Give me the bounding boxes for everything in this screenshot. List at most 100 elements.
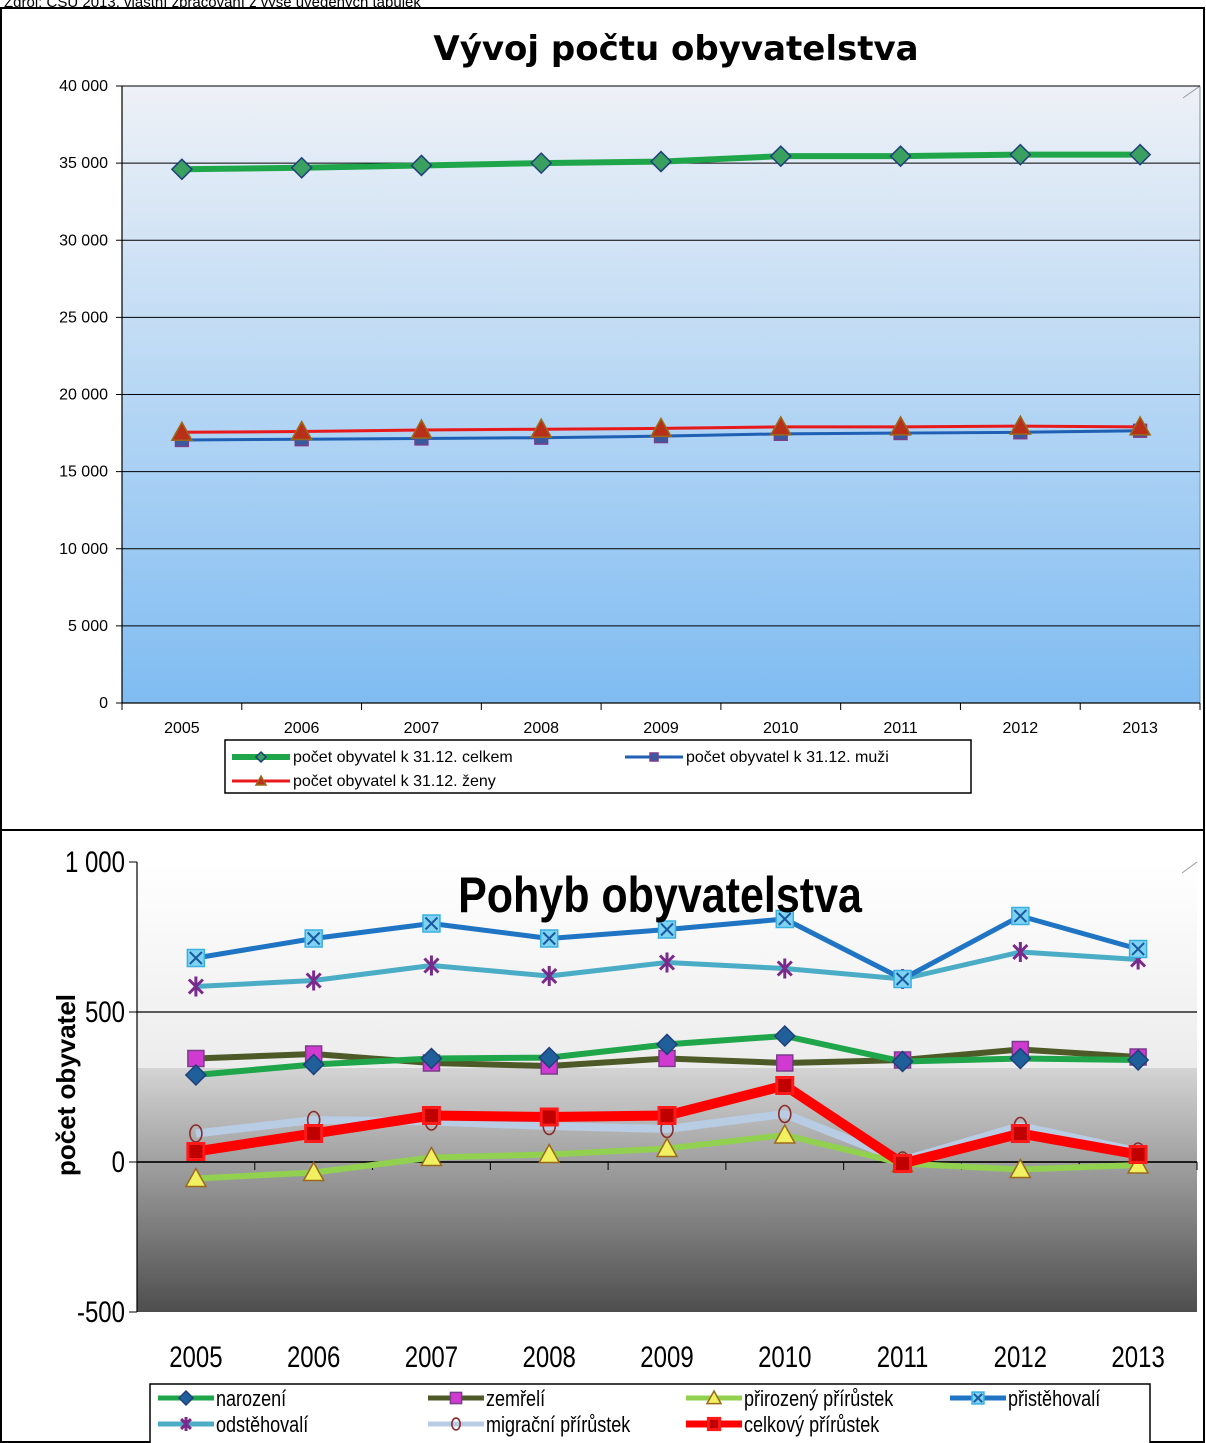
data-point <box>423 955 440 976</box>
data-point <box>775 1076 795 1095</box>
x-tick-label: 2006 <box>287 1339 340 1373</box>
data-point <box>1128 1145 1148 1164</box>
data-point <box>893 969 912 989</box>
y-tick-label: 35 000 <box>59 155 108 172</box>
legend-marker <box>649 752 659 762</box>
x-tick-label: 2007 <box>405 1339 458 1373</box>
data-point <box>410 154 433 177</box>
data-point <box>657 1106 677 1125</box>
legend-marker <box>254 750 268 764</box>
data-point <box>649 416 673 438</box>
data-point <box>539 1107 559 1127</box>
x-tick-label: 2009 <box>640 1339 693 1373</box>
legend-marker <box>450 1417 461 1431</box>
data-point <box>776 958 793 979</box>
legend-label: počet obyvatel k 31.12. celkem <box>293 749 513 766</box>
legend-marker <box>706 1416 722 1432</box>
legend-marker <box>177 1389 195 1407</box>
data-point <box>891 1050 914 1073</box>
legend-label: celkový přírůstek <box>744 1413 880 1437</box>
data-point <box>186 948 206 968</box>
data-point <box>1010 1124 1030 1143</box>
data-point <box>410 418 433 439</box>
data-point <box>187 976 204 997</box>
data-point <box>184 1166 208 1188</box>
legend-marker <box>180 1417 192 1431</box>
data-point <box>1127 1048 1150 1072</box>
x-tick-label: 2010 <box>758 1339 811 1373</box>
data-point <box>655 1033 679 1056</box>
legend-marker <box>254 774 268 786</box>
chart1-legend: počet obyvatel k 31.12. celkem počet obyv… <box>224 739 972 794</box>
data-point <box>529 417 553 438</box>
y-tick-label: 0 <box>99 695 108 712</box>
data-point <box>1009 414 1032 435</box>
x-tick-label: 2005 <box>164 720 200 737</box>
data-point <box>538 1046 561 1069</box>
x-tick-label: 2007 <box>404 720 440 737</box>
legend-label: počet obyvatel k 31.12. ženy <box>293 773 496 790</box>
data-point <box>1128 939 1148 959</box>
legend-label: migrační přírůstek <box>486 1413 631 1437</box>
chart2-title: Pohyb obyvatelstva <box>458 867 863 923</box>
y-tick-label: 25 000 <box>59 309 108 326</box>
y-tick-label: 0 <box>112 1144 125 1178</box>
data-point <box>773 1123 797 1144</box>
data-point <box>537 1142 561 1164</box>
x-tick-label: 2013 <box>1111 1339 1164 1373</box>
data-point <box>658 952 676 973</box>
x-tick-label: 2012 <box>994 1339 1047 1373</box>
data-point <box>302 1053 325 1076</box>
x-tick-label: 2013 <box>1122 720 1158 737</box>
chart2-y-axis-label: počet obyvatel <box>51 994 81 1176</box>
x-tick-label: 2009 <box>643 720 679 737</box>
data-point <box>1009 1157 1032 1179</box>
chart1-title: Vývoj počtu obyvatelstva <box>433 29 918 69</box>
data-point <box>302 1160 325 1182</box>
x-tick-label: 2006 <box>284 720 320 737</box>
data-point <box>1009 143 1032 166</box>
data-point <box>1011 906 1030 926</box>
data-point <box>1129 143 1152 166</box>
legend-label: zemřelí <box>486 1387 545 1411</box>
data-point <box>305 970 322 991</box>
legend-marker <box>971 1391 985 1405</box>
data-point <box>304 929 323 948</box>
data-point <box>893 1154 913 1173</box>
data-point <box>889 145 912 168</box>
data-point <box>290 419 313 441</box>
legend-marker <box>449 1391 463 1405</box>
series-line <box>195 1110 1139 1165</box>
data-point <box>655 1136 679 1158</box>
y-tick-label: 20 000 <box>59 387 108 404</box>
data-point <box>889 415 912 436</box>
data-point <box>777 1104 792 1124</box>
x-tick-label: 2008 <box>523 720 559 737</box>
data-point <box>420 1047 443 1070</box>
source-note: Zdroj: ČSÚ 2013, vlastní zpracování z vý… <box>4 0 421 11</box>
data-point <box>769 415 793 436</box>
data-point <box>420 1145 443 1167</box>
chart2-legend: narození zemřelí přirozený přírůstek přistě… <box>149 1383 1151 1443</box>
data-point <box>541 966 558 986</box>
legend-marker <box>705 1389 723 1405</box>
legend-label: přistěhovalí <box>1008 1387 1101 1411</box>
data-point <box>776 1054 794 1072</box>
y-tick-label: 10 000 <box>59 541 108 558</box>
x-tick-label: 2011 <box>883 720 918 737</box>
data-point <box>170 420 194 442</box>
y-tick-label: 40 000 <box>59 78 108 95</box>
x-tick-label: 2005 <box>169 1339 222 1373</box>
data-point <box>1009 1047 1032 1070</box>
data-point <box>170 158 193 181</box>
chart1-plot: 0 5 000 10 000 15 000 20 000 25 000 30 000 35 0… <box>59 78 1201 737</box>
data-point <box>1128 415 1152 436</box>
data-point <box>649 150 673 173</box>
legend-label: odstěhovalí <box>216 1413 309 1437</box>
y-tick-label: 15 000 <box>59 464 108 481</box>
data-point <box>421 1106 441 1125</box>
legend-label: narození <box>216 1387 287 1411</box>
data-point <box>1012 942 1029 962</box>
data-point <box>422 914 441 933</box>
data-point <box>769 145 792 168</box>
